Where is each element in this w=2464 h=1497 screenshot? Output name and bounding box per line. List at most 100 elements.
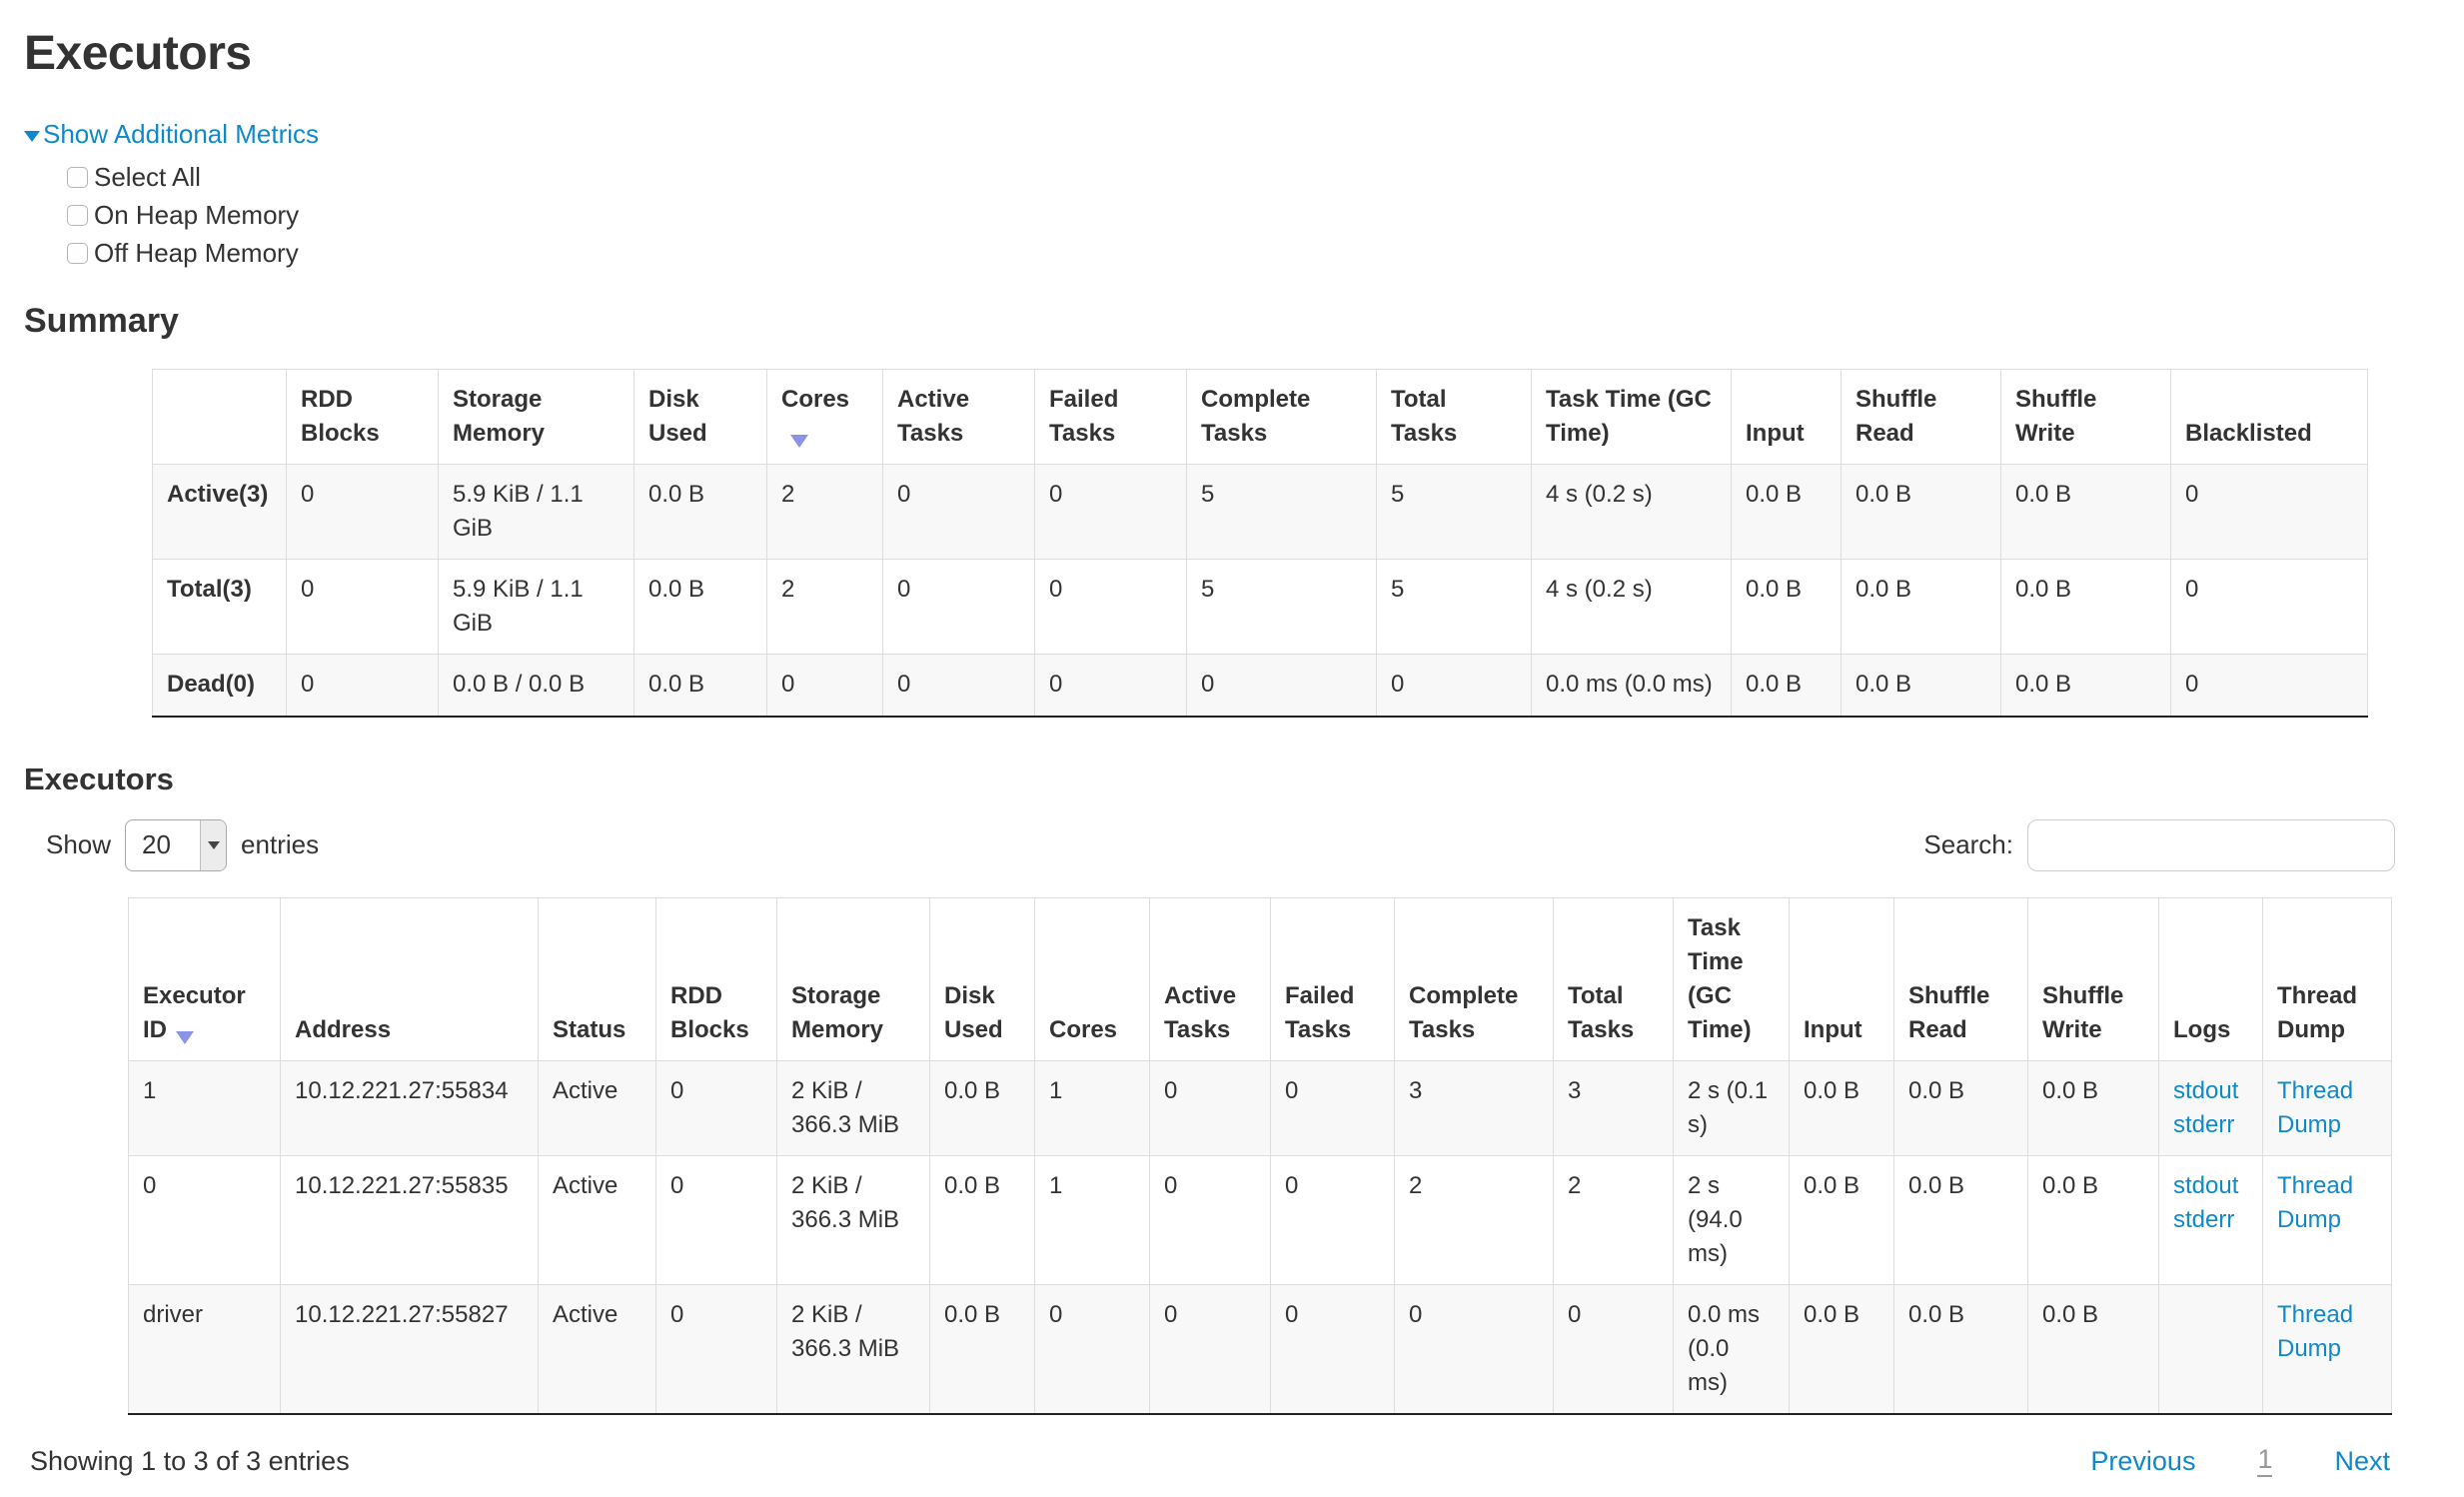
cell: 2 — [766, 464, 883, 560]
cell: 0.0 ms (0.0 ms) — [1673, 1284, 1790, 1415]
cell: 0 — [1394, 1284, 1554, 1415]
cell: 0 — [1270, 1059, 1395, 1156]
show-additional-metrics-link[interactable]: Show Additional Metrics — [24, 119, 319, 150]
exec-col-shuffle-write[interactable]: Shuffle Write — [2027, 897, 2159, 1061]
cell: 0 — [1034, 1284, 1150, 1415]
thread-dump-link[interactable]: Thread Dump — [2277, 1076, 2354, 1138]
summary-table: RDD Blocks Storage Memory Disk Used Core… — [152, 369, 2368, 718]
cell: 2 — [1553, 1155, 1674, 1285]
cell: 0.0 B — [1893, 1284, 2028, 1415]
cell: 0 — [882, 464, 1035, 560]
exec-col-status[interactable]: Status — [538, 897, 656, 1061]
exec-col-logs[interactable]: Logs — [2158, 897, 2263, 1061]
cell: 0.0 B — [1731, 559, 1842, 655]
cell-status: Active — [538, 1155, 656, 1285]
summary-col-task-time[interactable]: Task Time (GC Time) — [1531, 369, 1732, 465]
search-input[interactable] — [2027, 818, 2395, 871]
pagination-page-1[interactable]: 1 — [2257, 1445, 2273, 1478]
cell-logs: stdout stderr — [2158, 1155, 2263, 1285]
summary-header-row: RDD Blocks Storage Memory Disk Used Core… — [152, 369, 2368, 465]
exec-col-disk-used[interactable]: Disk Used — [929, 897, 1035, 1061]
stderr-link[interactable]: stderr — [2173, 1110, 2235, 1138]
summary-row-active: Active(3) 0 5.9 KiB / 1.1 GiB 0.0 B 2 0 … — [152, 464, 2368, 560]
cell: 5 — [1186, 559, 1377, 655]
cell-thread-dump: Thread Dump — [2262, 1155, 2392, 1285]
stdout-link[interactable]: stdout — [2173, 1076, 2239, 1104]
cell: 4 s (0.2 s) — [1531, 464, 1732, 560]
cell: 2 s (94.0 ms) — [1673, 1155, 1790, 1285]
cell: 2 s (0.1 s) — [1673, 1059, 1790, 1156]
cell: 0 — [2170, 464, 2368, 560]
summary-col-complete-tasks[interactable]: Complete Tasks — [1186, 369, 1377, 465]
cell: 3 — [1553, 1059, 1674, 1156]
exec-col-cores[interactable]: Cores — [1034, 897, 1150, 1061]
show-label: Show — [46, 829, 112, 860]
exec-col-shuffle-read[interactable]: Shuffle Read — [1893, 897, 2028, 1061]
pagination-previous[interactable]: Previous — [2090, 1445, 2196, 1476]
exec-col-address[interactable]: Address — [280, 897, 539, 1061]
show-additional-metrics-label: Show Additional Metrics — [43, 119, 320, 149]
select-all-checkbox[interactable] — [67, 166, 88, 188]
cell: 2 KiB / 366.3 MiB — [776, 1284, 930, 1415]
cell-thread-dump: Thread Dump — [2262, 1284, 2392, 1415]
thread-dump-link[interactable]: Thread Dump — [2277, 1172, 2354, 1234]
exec-col-storage-memory[interactable]: Storage Memory — [776, 897, 930, 1061]
summary-col-cores[interactable]: Cores — [766, 369, 883, 465]
on-heap-memory-checkbox[interactable] — [67, 204, 88, 226]
pagination-next[interactable]: Next — [2334, 1445, 2390, 1476]
cell: 0.0 B — [1893, 1059, 2028, 1156]
cell: 1 — [1034, 1059, 1150, 1156]
executors-header-row: Executor ID Address Status RDD Blocks St… — [128, 897, 2392, 1061]
cell: 0 — [1149, 1059, 1271, 1156]
cell-logs: stdout stderr — [2158, 1059, 2263, 1156]
entries-select[interactable]: 20 — [125, 818, 228, 871]
thread-dump-link[interactable]: Thread Dump — [2277, 1301, 2354, 1363]
cell: 0 — [1270, 1284, 1395, 1415]
page-title: Executors — [24, 27, 252, 80]
summary-col-shuffle-read[interactable]: Shuffle Read — [1841, 369, 2001, 465]
entries-info: Showing 1 to 3 of 3 entries — [30, 1445, 350, 1476]
summary-col-failed-tasks[interactable]: Failed Tasks — [1034, 369, 1187, 465]
cell: 2 — [1394, 1155, 1554, 1285]
exec-col-thread-dump[interactable]: Thread Dump — [2262, 897, 2392, 1061]
off-heap-memory-checkbox[interactable] — [67, 242, 88, 264]
summary-heading: Summary — [24, 302, 179, 340]
sort-down-icon — [176, 1030, 194, 1044]
exec-col-executor-id[interactable]: Executor ID — [128, 897, 281, 1061]
executors-table: Executor ID Address Status RDD Blocks St… — [128, 896, 2392, 1416]
summary-col-shuffle-write[interactable]: Shuffle Write — [2000, 369, 2171, 465]
exec-col-failed-tasks[interactable]: Failed Tasks — [1270, 897, 1395, 1061]
stdout-link[interactable]: stdout — [2173, 1172, 2239, 1200]
summary-col-disk-used[interactable]: Disk Used — [633, 369, 767, 465]
summary-col-storage-memory[interactable]: Storage Memory — [438, 369, 634, 465]
cell: 0 — [1034, 654, 1187, 717]
cell: 0 — [1149, 1284, 1271, 1415]
metrics-checkbox-list: Select All On Heap Memory Off Heap Memor… — [67, 158, 2440, 272]
cell: 0.0 B — [1841, 654, 2001, 717]
cell-executor-id: 1 — [128, 1059, 281, 1156]
cell: 0.0 B — [1731, 654, 1842, 717]
summary-row-dead: Dead(0) 0 0.0 B / 0.0 B 0.0 B 0 0 0 0 0 … — [152, 654, 2368, 717]
stderr-link[interactable]: stderr — [2173, 1206, 2235, 1234]
cell-thread-dump: Thread Dump — [2262, 1059, 2392, 1156]
cell-address: 10.12.221.27:55827 — [280, 1284, 539, 1415]
exec-col-input[interactable]: Input — [1789, 897, 1894, 1061]
cell: 0 — [286, 654, 439, 717]
exec-col-complete-tasks[interactable]: Complete Tasks — [1394, 897, 1554, 1061]
cell: 0 — [655, 1155, 777, 1285]
summary-col-input[interactable]: Input — [1731, 369, 1842, 465]
checkbox-row-select-all: Select All — [67, 158, 2440, 196]
exec-col-rdd-blocks[interactable]: RDD Blocks — [655, 897, 777, 1061]
cell-address: 10.12.221.27:55834 — [280, 1059, 539, 1156]
summary-col-total-tasks[interactable]: Total Tasks — [1376, 369, 1532, 465]
exec-col-active-tasks[interactable]: Active Tasks — [1149, 897, 1271, 1061]
cell-status: Active — [538, 1284, 656, 1415]
exec-col-total-tasks[interactable]: Total Tasks — [1553, 897, 1674, 1061]
exec-col-task-time[interactable]: Task Time (GC Time) — [1673, 897, 1790, 1061]
cell-status: Active — [538, 1059, 656, 1156]
executors-heading: Executors — [24, 760, 174, 796]
summary-col-rdd-blocks[interactable]: RDD Blocks — [286, 369, 439, 465]
summary-col-blacklisted[interactable]: Blacklisted — [2170, 369, 2368, 465]
summary-col-active-tasks[interactable]: Active Tasks — [882, 369, 1035, 465]
cell: 0 — [1034, 464, 1187, 560]
